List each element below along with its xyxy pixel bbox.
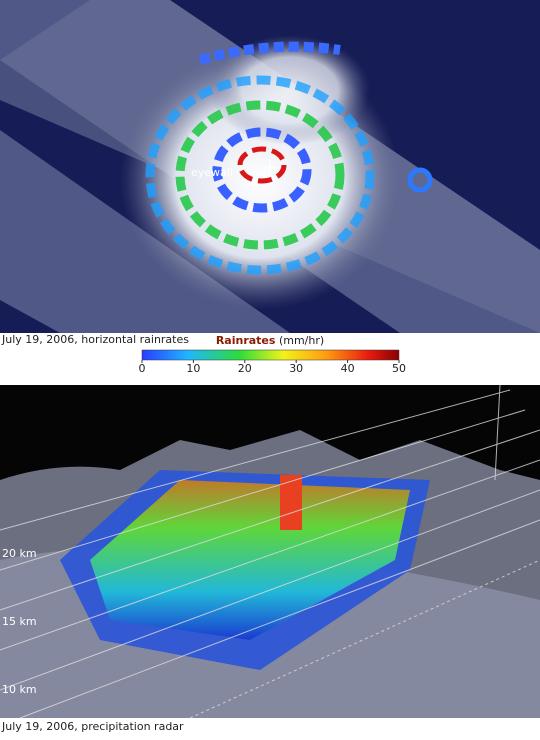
height-label: 15 km [2, 615, 37, 628]
eyewall-label: eyewall [191, 166, 233, 179]
top-caption: July 19, 2006, horizontal rainrates [2, 333, 189, 346]
height-label: 10 km [2, 683, 37, 696]
bottom-image: 20 km 15 km 10 km [0, 384, 540, 719]
colorbar-tick-label: 10 [186, 362, 200, 375]
colorbar: Rainrates (mm/hr) 0 10 20 30 40 50 [139, 334, 407, 375]
bottom-caption: July 19, 2006, precipitation radar [2, 720, 184, 733]
colorbar-tick-label: 0 [139, 362, 146, 375]
colorbar-title: Rainrates (mm/hr) [216, 334, 324, 347]
colorbar-name: Rainrates [216, 334, 276, 347]
colorbar-ramp [141, 349, 400, 361]
height-label: 20 km [2, 547, 37, 560]
colorbar-tick-label: 30 [289, 362, 303, 375]
colorbar-tick-label: 40 [341, 362, 355, 375]
colorbar-tick-label: 50 [392, 362, 406, 375]
top-image: eyewall [0, 0, 540, 333]
colorbar-tick-label: 20 [238, 362, 252, 375]
colorbar-unit: (mm/hr) [279, 334, 324, 347]
